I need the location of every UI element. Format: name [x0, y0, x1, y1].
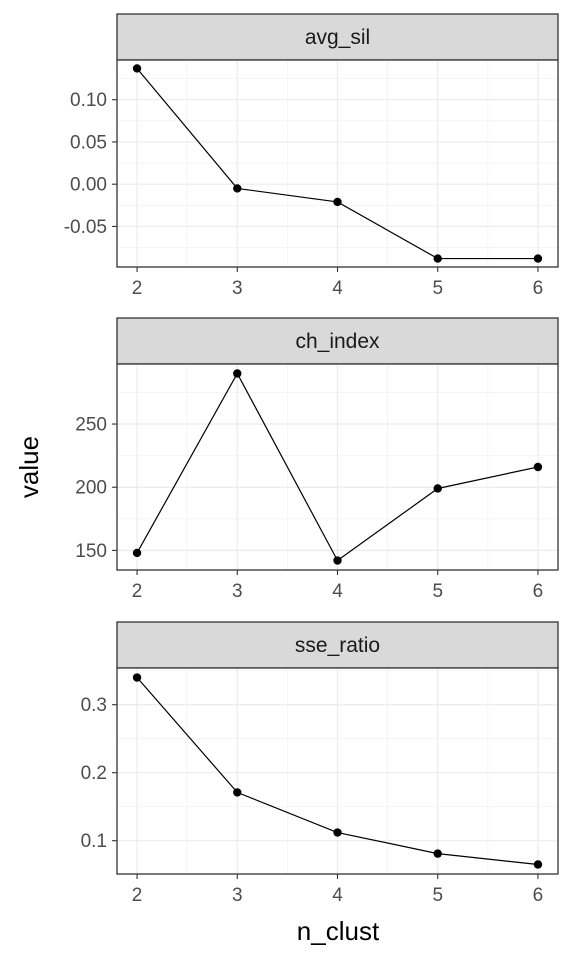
- x-tick-label: 6: [533, 278, 544, 299]
- facet-strip-label: avg_sil: [305, 26, 370, 49]
- x-tick-label: 4: [332, 885, 343, 906]
- x-tick-label: 6: [533, 581, 544, 602]
- data-point: [233, 184, 242, 193]
- y-tick-label: 0.2: [81, 763, 107, 784]
- data-point: [433, 849, 442, 858]
- data-point: [233, 788, 242, 797]
- data-point: [533, 462, 543, 472]
- x-tick-label: 4: [332, 278, 343, 299]
- data-point: [533, 860, 543, 869]
- x-tick-label: 5: [432, 278, 443, 299]
- x-tick-label: 2: [132, 885, 143, 906]
- data-point: [132, 548, 142, 558]
- facet-strip-label: ch_index: [295, 330, 380, 353]
- x-tick-label: 2: [132, 278, 143, 299]
- x-tick-label: 2: [132, 581, 143, 602]
- y-tick-label: 150: [75, 541, 107, 562]
- data-point: [333, 197, 342, 207]
- x-tick-label: 5: [432, 581, 443, 602]
- x-tick-label: 3: [232, 885, 243, 906]
- y-tick-label: 0.10: [70, 90, 107, 111]
- y-tick-label: 0.1: [81, 831, 107, 852]
- data-point: [533, 254, 543, 263]
- data-point: [333, 828, 342, 837]
- y-tick-label: 0.05: [70, 132, 107, 153]
- facet-panel-ch_index: ch_index 250 200 150 2 3 4 5 6: [75, 317, 559, 602]
- data-point: [333, 556, 342, 565]
- y-tick-label: 250: [75, 415, 107, 436]
- data-point: [132, 673, 142, 682]
- y-tick-label: 0.3: [81, 695, 107, 716]
- data-point: [233, 369, 242, 378]
- y-axis-title: value: [14, 436, 44, 498]
- x-tick-label: 4: [332, 581, 343, 602]
- x-tick-label: 3: [232, 581, 243, 602]
- y-tick-label: 0.00: [70, 175, 107, 196]
- data-point: [132, 64, 142, 73]
- facet-strip-label: sse_ratio: [295, 634, 380, 657]
- data-point: [433, 484, 442, 493]
- facet-panel-avg_sil: avg_sil 0.10 0.05 0.00 -0.05 2 3 4 5 6: [64, 13, 559, 299]
- y-tick-label: 200: [75, 478, 107, 499]
- x-tick-label: 3: [232, 278, 243, 299]
- facet-strip: [116, 621, 559, 669]
- x-axis-title: n_clust: [297, 916, 380, 946]
- facet-strip: [116, 317, 559, 365]
- facet-panel-sse_ratio: sse_ratio 0.3 0.2 0.1 2 3 4 5 6: [81, 621, 559, 906]
- facet-strip: [116, 13, 559, 61]
- x-tick-label: 6: [533, 885, 544, 906]
- y-tick-label: -0.05: [64, 217, 107, 238]
- data-point: [433, 254, 442, 263]
- x-tick-label: 5: [432, 885, 443, 906]
